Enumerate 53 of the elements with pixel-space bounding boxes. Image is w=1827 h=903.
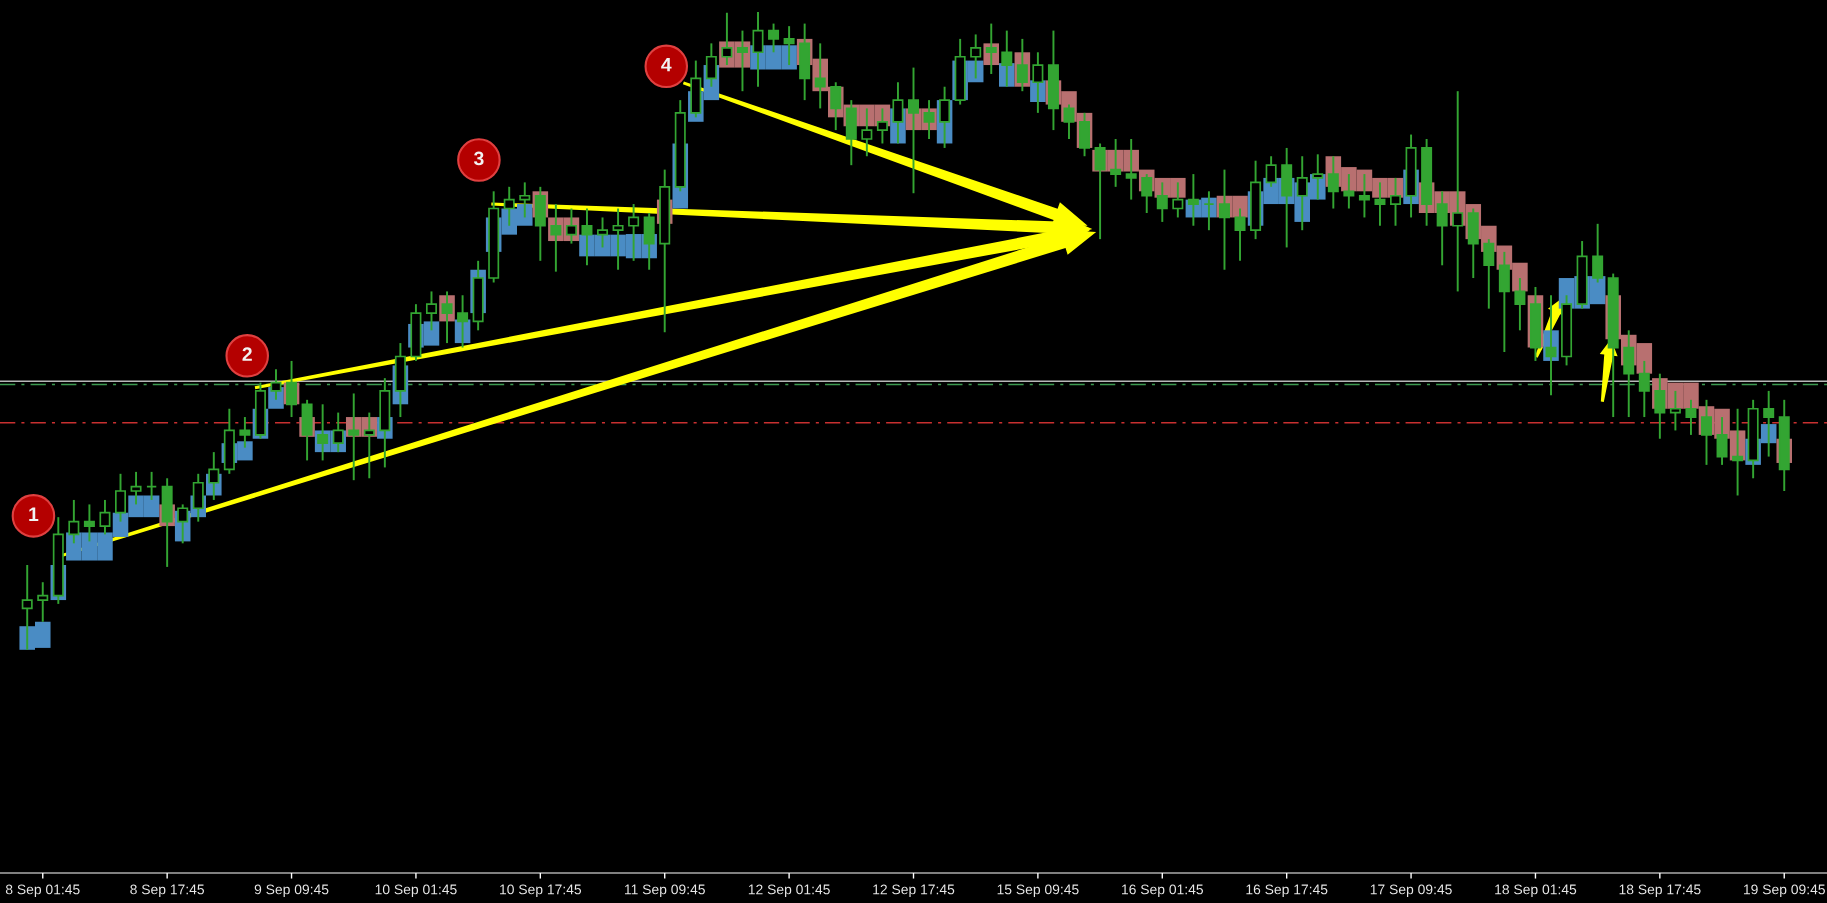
x-tick-label: 10 Sep 01:45 bbox=[375, 884, 457, 898]
candlestick bbox=[923, 99, 935, 140]
candlestick bbox=[1125, 138, 1137, 201]
candlestick bbox=[783, 25, 795, 67]
candlestick bbox=[1327, 155, 1339, 210]
candlestick bbox=[286, 359, 298, 419]
x-tick-label: 18 Sep 17:45 bbox=[1619, 884, 1701, 898]
x-tick-label: 19 Sep 09:45 bbox=[1743, 884, 1825, 898]
x-tick-label: 9 Sep 09:45 bbox=[254, 884, 329, 898]
candlestick bbox=[1763, 389, 1775, 458]
x-tick-label: 12 Sep 17:45 bbox=[873, 884, 955, 898]
x-tick-label: 10 Sep 17:45 bbox=[500, 884, 582, 898]
candlestick bbox=[985, 22, 997, 75]
candlestick bbox=[939, 85, 951, 149]
candlestick bbox=[876, 107, 888, 145]
candlestick bbox=[1016, 37, 1028, 93]
candlestick bbox=[565, 207, 577, 245]
candlestick bbox=[317, 403, 329, 462]
candlestick bbox=[348, 392, 360, 482]
x-tick-label: 18 Sep 01:45 bbox=[1495, 884, 1577, 898]
candlestick bbox=[1218, 168, 1230, 271]
candlestick bbox=[21, 564, 33, 651]
candlestick bbox=[177, 503, 189, 545]
candlestick bbox=[1187, 173, 1199, 227]
x-tick-label: 15 Sep 09:45 bbox=[997, 884, 1079, 898]
x-tick-label: 17 Sep 09:45 bbox=[1370, 884, 1452, 898]
candlestick bbox=[1700, 398, 1712, 466]
x-tick-label: 8 Sep 17:45 bbox=[130, 884, 205, 898]
candlestick bbox=[457, 294, 469, 349]
x-tick-label: 8 Sep 01:45 bbox=[5, 884, 80, 898]
annotation: 1 bbox=[29, 507, 39, 521]
candlestick bbox=[1732, 407, 1744, 497]
candlestick bbox=[1110, 138, 1122, 188]
annotation: 2 bbox=[242, 347, 252, 361]
annotation: 4 bbox=[661, 57, 672, 72]
candlestick bbox=[628, 203, 640, 262]
candlestick bbox=[861, 107, 873, 158]
x-tick-label: 12 Sep 01:45 bbox=[748, 884, 830, 898]
candlestick bbox=[814, 42, 826, 110]
x-tick-label: 16 Sep 17:45 bbox=[1246, 884, 1328, 898]
candlestick bbox=[970, 33, 982, 80]
candlestick bbox=[721, 11, 733, 67]
annotation: 3 bbox=[473, 151, 484, 166]
candlestick bbox=[1545, 294, 1557, 397]
candlestick bbox=[363, 411, 375, 480]
candlestick bbox=[441, 290, 453, 345]
candlestick bbox=[550, 203, 562, 273]
candlestick bbox=[736, 29, 748, 93]
candlestick bbox=[1203, 190, 1215, 232]
candlestick bbox=[1452, 90, 1464, 293]
x-tick-label: 11 Sep 09:45 bbox=[624, 884, 705, 898]
candlestick bbox=[1390, 176, 1402, 227]
x-tick-label: 16 Sep 01:45 bbox=[1122, 884, 1204, 898]
